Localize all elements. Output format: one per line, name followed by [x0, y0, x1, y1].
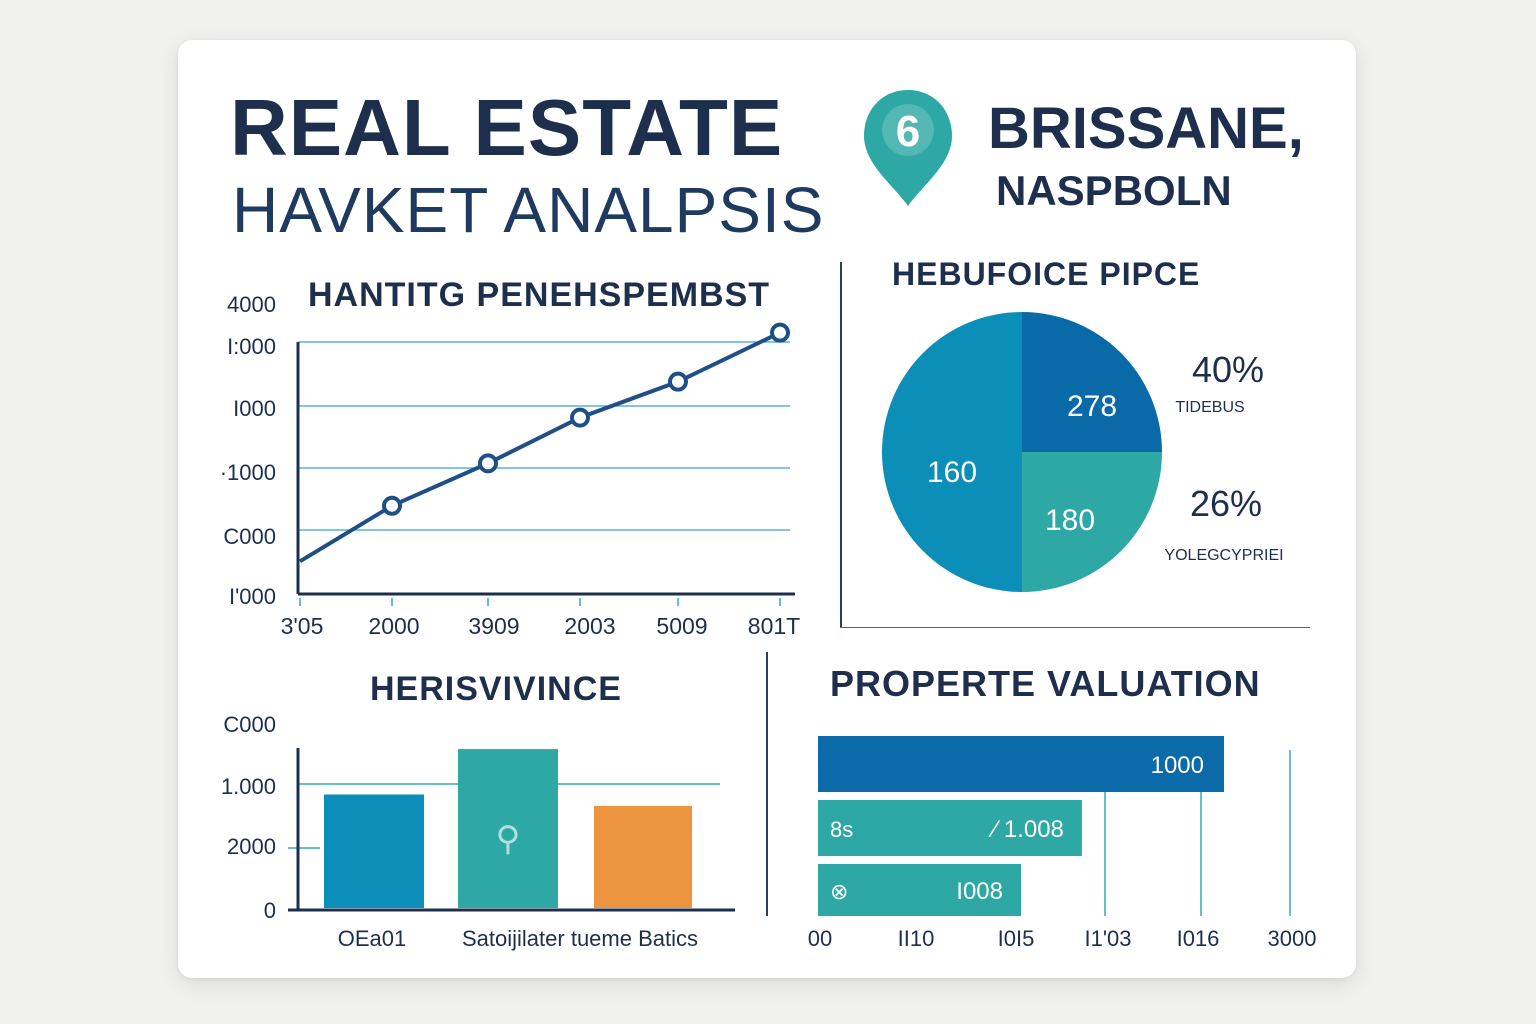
- bar-chart-y-tick-label: 0: [264, 898, 276, 923]
- bar-chart-bar: [324, 794, 424, 908]
- hbar-chart-x-tick-label: 3000: [1268, 926, 1317, 951]
- pie-slice: [1022, 452, 1162, 592]
- pie-legend-text: TIDEBUS: [1175, 399, 1244, 416]
- bar-chart-bar: [458, 749, 558, 908]
- line-chart-point: [478, 453, 498, 474]
- hbar-chart-x-tick-label: II10: [898, 926, 935, 951]
- bar-chart-y-tick-label: 2000: [227, 834, 276, 859]
- line-chart-y-tick-label: ·1000: [220, 460, 276, 485]
- pie-legend-percent: 40%: [1192, 349, 1264, 390]
- pie-slice-label: 180: [1045, 504, 1095, 537]
- hbar-chart-bar-prefix: 8s: [830, 817, 853, 842]
- title-line-1: REAL ESTATE: [230, 83, 784, 172]
- region-name: NASPBOLN: [996, 167, 1232, 214]
- title-line-2: HAVKET ANALPSIS: [232, 174, 825, 246]
- bar-chart-bar: [594, 805, 692, 908]
- pie-slice: [1022, 312, 1162, 452]
- pie-legend-percent: 26%: [1190, 483, 1262, 524]
- hbar-chart-x-tick-label: 00: [808, 926, 832, 951]
- line-chart-point: [668, 371, 688, 392]
- pie-panel-left-border: [840, 262, 842, 628]
- line-chart-y-tick-label: I000: [233, 396, 276, 421]
- pie-slice-label: 160: [927, 456, 977, 489]
- bottom-divider: [766, 652, 768, 916]
- map-pin-icon: 6: [864, 90, 952, 206]
- line-chart-x-tick-label: 3909: [468, 613, 519, 639]
- line-chart-point: [382, 495, 402, 516]
- city-name: BRISSANE,: [988, 96, 1304, 161]
- line-chart-x-tick-label: 2000: [368, 613, 419, 639]
- pie-slice-label: 278: [1067, 390, 1117, 423]
- bar-chart-y-tick-label: 1.000: [221, 774, 276, 799]
- hbar-chart-x-tick-label: I1'03: [1084, 926, 1131, 951]
- line-chart-x-tick-label: 3'05: [281, 613, 324, 639]
- hbar-chart-value-label: I008: [956, 878, 1003, 905]
- hbar-chart-bar: [818, 864, 1021, 916]
- hbar-chart-title: PROPERTE VALUATION: [830, 663, 1261, 704]
- line-chart-x-tick-label: 801T: [748, 613, 800, 639]
- bar-chart-x-tick-label: OEa01: [338, 926, 407, 951]
- hbar-chart-bar: [818, 800, 1082, 856]
- line-chart-series-line: [298, 330, 781, 564]
- pin-number: 6: [896, 107, 920, 156]
- bar-chart-bar-mark: ⚲: [496, 820, 521, 858]
- hbar-chart-value-label: 1000: [1151, 752, 1204, 779]
- hbar-chart-value-label: ⁄ 1.008: [988, 816, 1064, 843]
- line-chart-y-tick-label: 4000: [227, 292, 276, 317]
- line-chart-point: [770, 322, 790, 343]
- line-chart-x-tick-label: 5009: [656, 613, 707, 639]
- line-chart-title: HANTITG PENEHSPEMBST: [308, 276, 771, 314]
- line-chart-y-tick-label: C000: [223, 524, 276, 549]
- pie-slice: [882, 312, 1022, 592]
- bar-chart-x-tick-label: Satoijilater tueme Batics: [462, 926, 698, 951]
- line-chart-y-tick-label: I'000: [229, 584, 276, 609]
- hbar-chart-x-tick-label: I0I5: [998, 926, 1035, 951]
- line-chart-y-tick-label: I:000: [227, 334, 276, 359]
- pie-legend-text: YOLEGCYPRIEI: [1164, 547, 1283, 564]
- hbar-chart-x-tick-label: I016: [1177, 926, 1220, 951]
- bar-chart-title: HERISVIVINCE: [370, 670, 622, 708]
- bar-chart-y-tick-label: C000: [223, 712, 276, 737]
- line-chart-x-tick-label: 2003: [564, 613, 615, 639]
- pie-panel-bottom-border: [840, 627, 1310, 628]
- pie-chart-title: HEBUFOICE PIPCE: [892, 256, 1201, 292]
- hbar-chart-bar: [818, 736, 1224, 792]
- line-chart-point: [570, 407, 590, 428]
- hbar-chart-bar-prefix: ⊗: [830, 879, 848, 904]
